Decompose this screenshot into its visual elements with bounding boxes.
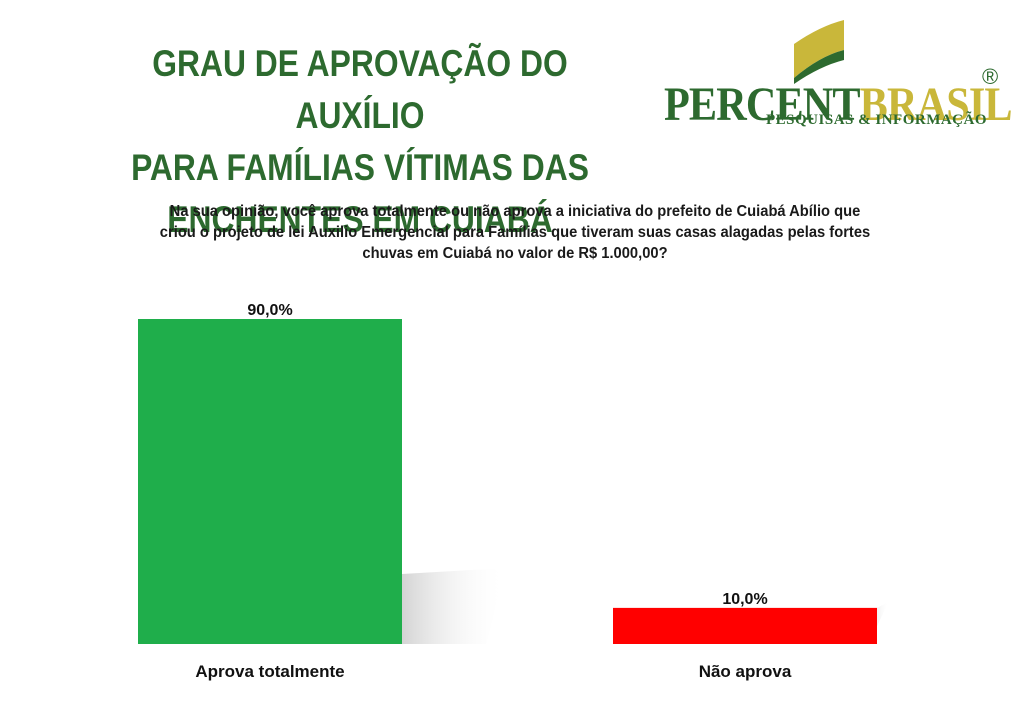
chart-title: GRAU DE APROVAÇÃO DO AUXÍLIO PARA FAMÍLI… <box>85 38 635 246</box>
logo-tagline: PESQUISAS & INFORMAÇÃO <box>766 112 988 128</box>
survey-question: Na sua opinião, você aprova totalmente o… <box>152 201 879 264</box>
title-line: PARA FAMÍLIAS VÍTIMAS DAS <box>131 147 589 188</box>
logo-percent-text: PERCENT <box>664 78 861 131</box>
bar-shadow <box>402 568 506 644</box>
title-line: GRAU DE APROVAÇÃO DO AUXÍLIO <box>152 43 568 136</box>
title-line: ENCHENTES EM CUIABÁ <box>167 199 553 240</box>
data-label: 10,0% <box>722 591 767 608</box>
logo-wordmark: PERCENTBRASIL <box>664 78 1013 131</box>
category-label: Aprova totalmente <box>195 662 344 681</box>
percentbrasil-logo: PERCENTBRASIL ® PESQUISAS & INFORMAÇÃO <box>660 20 1013 140</box>
category-label: Não aprova <box>699 662 792 681</box>
question-line: Na sua opinião, você aprova totalmente o… <box>169 203 861 220</box>
question-line: chuvas em Cuiabá no valor de R$ 1.000,00… <box>362 245 668 262</box>
data-label: 90,0% <box>247 302 292 319</box>
bar <box>138 319 402 644</box>
question-line: criou o projeto de lei Auxilio Emergenci… <box>159 224 871 241</box>
logo-brasil-text: BRASIL <box>859 78 1013 131</box>
registered-mark: ® <box>982 64 999 89</box>
logo-flag-icon <box>794 20 844 84</box>
bar <box>613 607 877 644</box>
